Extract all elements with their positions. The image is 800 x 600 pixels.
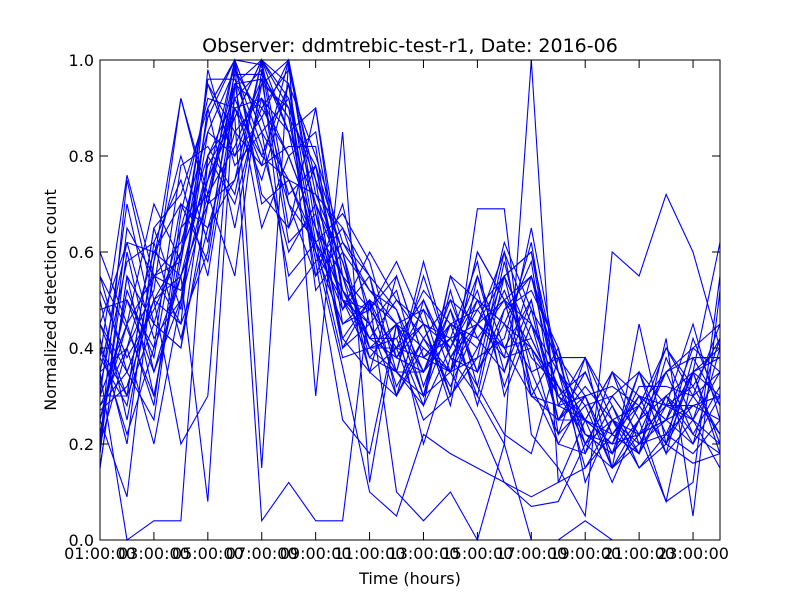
- y-axis: 0.0 0.2 0.4 0.6 0.8 1.0: [69, 51, 720, 550]
- y-tick-label-4: 0.6: [69, 243, 94, 262]
- x-tick-label-2: 03:00:00: [118, 544, 190, 563]
- x-tick-label-7: 13:00:00: [388, 544, 460, 563]
- series-line-18: [99, 82, 721, 456]
- x-tick-label-10: 19:00:00: [549, 544, 621, 563]
- x-tick-label-9: 17:00:00: [495, 544, 567, 563]
- series-line-15: [99, 58, 721, 446]
- x-tick-label-5: 09:00:00: [280, 544, 352, 563]
- y-tick-label-5: 0.8: [69, 147, 94, 166]
- x-tick-label-4: 07:00:00: [226, 544, 298, 563]
- x-tick-label-3: 05:00:00: [172, 544, 244, 563]
- chart-title: Observer: ddmtrebic-test-r1, Date: 2016-…: [202, 35, 618, 57]
- series-line-26: [99, 73, 721, 497]
- y-tick-label-1: 0.0: [69, 531, 94, 550]
- series-line-28: [99, 59, 721, 517]
- series-line-19: [99, 96, 721, 446]
- series-line-31: [99, 57, 721, 518]
- series-line-24: [99, 83, 721, 446]
- x-tick-label-6: 11:00:00: [334, 544, 406, 563]
- series-line-32: [100, 59, 721, 469]
- x-tick-label-8: 15:00:00: [441, 544, 513, 563]
- series-line-21: [99, 59, 721, 454]
- series-line-33: [99, 78, 721, 517]
- series-line-29: [99, 59, 721, 507]
- series-line-10: [99, 81, 721, 470]
- plot-frame: [99, 59, 721, 541]
- y-tick-label-6: 1.0: [69, 51, 94, 70]
- y-axis-title: Normalized detection count: [41, 189, 60, 411]
- series-line-23: [99, 97, 720, 456]
- x-axis: 01:00:0003:00:0005:00:0007:00:0009:00:00…: [64, 60, 729, 563]
- series-layer: [99, 57, 721, 542]
- y-tick-label-3: 0.4: [69, 339, 94, 358]
- x-tick-label-1: 01:00:00: [64, 544, 136, 563]
- series-line-34: [99, 97, 721, 504]
- series-line-16: [99, 68, 721, 470]
- x-tick-label-12: 23:00:00: [657, 544, 729, 563]
- y-tick-label-2: 0.2: [69, 435, 94, 454]
- x-tick-label-11: 21:00:00: [603, 544, 675, 563]
- x-axis-title: Time (hours): [358, 569, 461, 588]
